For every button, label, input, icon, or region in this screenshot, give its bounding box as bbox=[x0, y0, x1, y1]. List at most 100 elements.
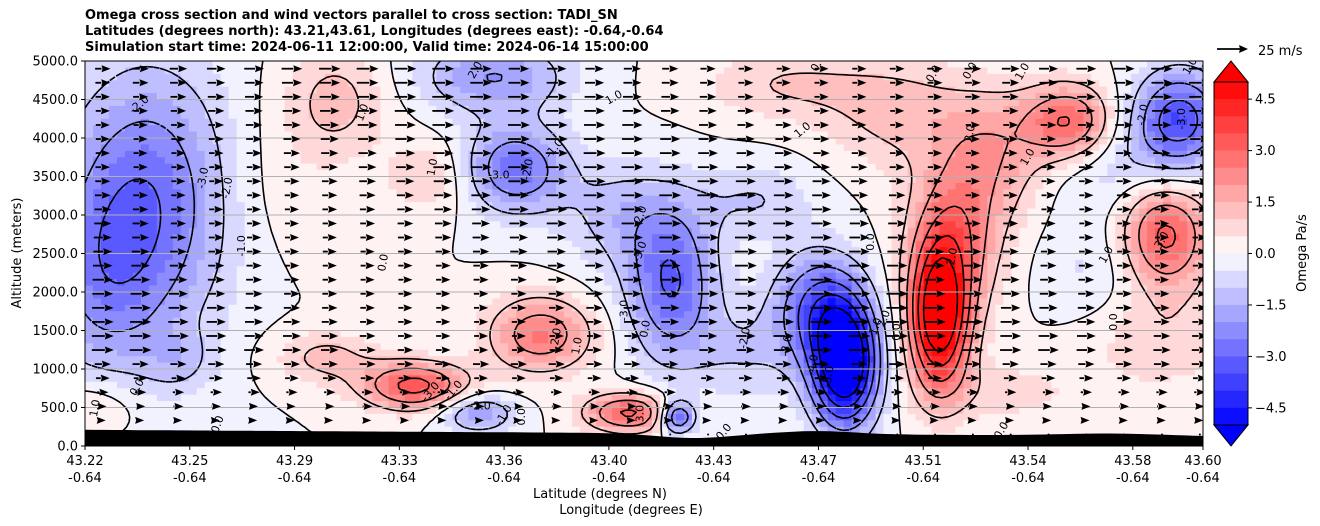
omega-cell bbox=[444, 215, 453, 223]
omega-cell bbox=[356, 67, 366, 75]
omega-cell bbox=[348, 157, 358, 165]
omega-cell bbox=[612, 150, 621, 158]
omega-cell bbox=[1099, 234, 1108, 242]
omega-cell bbox=[1179, 157, 1188, 165]
omega-cell bbox=[675, 227, 685, 235]
omega-cell bbox=[412, 221, 421, 229]
omega-cell bbox=[524, 195, 533, 203]
omega-cell bbox=[85, 240, 94, 248]
omega-cell bbox=[1091, 227, 1100, 235]
omega-cell bbox=[460, 272, 469, 280]
omega-cell bbox=[659, 266, 669, 274]
omega-cell bbox=[715, 150, 725, 158]
omega-cell bbox=[883, 125, 893, 133]
omega-cell bbox=[588, 285, 597, 293]
omega-cell bbox=[1107, 272, 1116, 280]
omega-cell bbox=[380, 118, 390, 126]
omega-cell bbox=[931, 247, 941, 255]
omega-cell bbox=[508, 247, 517, 255]
omega-cell bbox=[875, 131, 885, 139]
omega-cell bbox=[516, 150, 525, 158]
omega-cell bbox=[436, 144, 445, 152]
omega-cell bbox=[428, 215, 437, 223]
omega-cell bbox=[1059, 176, 1068, 184]
omega-cell bbox=[1171, 266, 1180, 274]
omega-cell bbox=[803, 272, 813, 280]
omega-cell bbox=[540, 202, 549, 210]
omega-cell bbox=[308, 208, 318, 216]
omega-cell bbox=[116, 144, 126, 152]
omega-cell bbox=[1123, 112, 1132, 120]
omega-cell bbox=[572, 208, 581, 216]
omega-cell bbox=[683, 86, 693, 94]
omega-cell bbox=[444, 138, 453, 146]
omega-cell bbox=[588, 259, 597, 267]
omega-cell bbox=[1083, 86, 1092, 94]
omega-cell bbox=[572, 279, 581, 287]
omega-cell bbox=[644, 67, 653, 75]
omega-cell bbox=[899, 195, 909, 203]
omega-cell bbox=[771, 208, 781, 216]
omega-cell bbox=[947, 67, 957, 75]
omega-cell bbox=[803, 215, 813, 223]
omega-cell bbox=[923, 80, 933, 88]
omega-cell bbox=[1107, 279, 1116, 287]
omega-cell bbox=[771, 195, 781, 203]
omega-cell bbox=[100, 202, 110, 210]
omega-cell bbox=[444, 259, 453, 267]
omega-cell bbox=[1155, 150, 1164, 158]
omega-cell bbox=[260, 144, 270, 152]
omega-cell bbox=[156, 67, 166, 75]
omega-cell bbox=[532, 67, 541, 75]
omega-cell bbox=[891, 259, 901, 267]
omega-cell bbox=[500, 272, 509, 280]
omega-cell bbox=[947, 144, 957, 152]
omega-cell bbox=[1195, 234, 1203, 242]
omega-cell bbox=[396, 195, 406, 203]
omega-cell bbox=[188, 272, 198, 280]
omega-cell bbox=[324, 272, 334, 280]
omega-cell bbox=[1059, 182, 1068, 190]
omega-cell bbox=[92, 259, 102, 267]
omega-cell bbox=[100, 285, 110, 293]
omega-cell bbox=[843, 73, 853, 81]
omega-cell bbox=[604, 176, 613, 184]
omega-cell bbox=[683, 163, 693, 171]
omega-cell bbox=[316, 240, 326, 248]
omega-cell bbox=[612, 234, 621, 242]
omega-cell bbox=[891, 157, 901, 165]
omega-cell bbox=[332, 234, 342, 242]
omega-cell bbox=[979, 234, 988, 242]
omega-cell bbox=[1187, 125, 1196, 133]
omega-cell bbox=[508, 221, 517, 229]
omega-cell bbox=[116, 208, 126, 216]
omega-cell bbox=[1155, 105, 1164, 113]
omega-cell bbox=[1027, 131, 1036, 139]
omega-cell bbox=[372, 99, 382, 107]
omega-cell bbox=[1083, 266, 1092, 274]
omega-cell bbox=[572, 215, 581, 223]
omega-cell bbox=[707, 227, 717, 235]
omega-cell bbox=[156, 202, 166, 210]
omega-cell bbox=[428, 105, 437, 113]
omega-cell bbox=[228, 234, 238, 242]
omega-cell bbox=[588, 202, 597, 210]
omega-cell bbox=[580, 285, 589, 293]
omega-cell bbox=[1107, 86, 1116, 94]
omega-cell bbox=[1059, 234, 1068, 242]
omega-cell bbox=[132, 208, 142, 216]
omega-cell bbox=[124, 150, 134, 158]
omega-cell bbox=[292, 138, 302, 146]
omega-cell bbox=[675, 266, 685, 274]
omega-cell bbox=[476, 176, 485, 184]
omega-cell bbox=[508, 285, 517, 293]
omega-cell bbox=[220, 67, 230, 75]
omega-cell bbox=[420, 176, 429, 184]
omega-cell bbox=[492, 86, 501, 94]
omega-cell bbox=[180, 208, 190, 216]
omega-cell bbox=[172, 253, 182, 261]
omega-cell bbox=[1019, 272, 1028, 280]
omega-cell bbox=[1051, 215, 1060, 223]
omega-cell bbox=[739, 182, 749, 190]
omega-cell bbox=[699, 125, 709, 133]
